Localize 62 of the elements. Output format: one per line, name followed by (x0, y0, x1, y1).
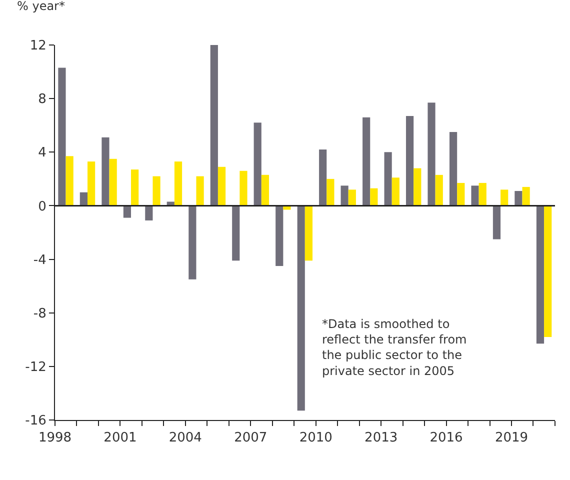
bar (536, 206, 544, 344)
bar (471, 186, 479, 206)
bar (500, 190, 508, 206)
x-tick-label: 1998 (38, 430, 72, 446)
x-tick-label: 2007 (234, 430, 268, 446)
annotation: *Data is smoothed to reflect the transfer from the public sector to the private sector in 2005 (322, 317, 467, 378)
y-tick-label: 12 (30, 38, 46, 54)
bar (522, 186, 530, 206)
bar (109, 158, 117, 206)
x-tick-label: 2010 (299, 430, 332, 446)
bar (449, 132, 458, 206)
bar (240, 170, 248, 206)
bar (384, 152, 392, 206)
bar (174, 162, 182, 206)
bar (544, 206, 552, 337)
bar (414, 168, 422, 206)
y-tick-label: 0 (38, 199, 46, 214)
bar (80, 192, 88, 206)
bar (123, 206, 131, 218)
bar (152, 176, 160, 206)
y-tick-label: -8 (33, 306, 46, 322)
bar (188, 206, 196, 280)
bar (58, 68, 66, 206)
bar (326, 178, 334, 206)
x-tick-label: 2013 (364, 430, 398, 446)
bar (478, 182, 486, 206)
bar (261, 174, 270, 206)
bar (514, 190, 522, 206)
bar (492, 206, 501, 240)
bar (276, 206, 284, 266)
bar (428, 102, 436, 206)
bar (297, 206, 305, 411)
y-tick-label: -4 (33, 252, 46, 268)
bar (218, 166, 226, 206)
y-tick-label: -12 (25, 360, 46, 375)
bar (348, 190, 356, 206)
bar (254, 122, 262, 206)
y-tick-label: 4 (38, 146, 46, 161)
bar (232, 206, 240, 261)
x-tick-label: 2001 (104, 430, 137, 446)
bar (435, 174, 443, 206)
bar (406, 116, 414, 206)
bar (304, 206, 313, 261)
bar (88, 162, 96, 206)
bar (66, 156, 74, 206)
bar (362, 117, 370, 206)
bar (210, 45, 218, 206)
y-axis-title: % year* (17, 0, 65, 13)
x-tick-label: 2019 (494, 430, 528, 446)
x-tick-label: 2016 (430, 430, 463, 446)
bar (102, 137, 110, 206)
y-tick-label: 8 (38, 92, 46, 108)
bar (457, 182, 465, 206)
y-tick-label: -16 (25, 414, 46, 429)
bar (392, 178, 400, 206)
bar (370, 188, 378, 206)
bar (131, 170, 139, 206)
bar (319, 149, 327, 206)
x-tick-label: 2004 (168, 430, 202, 446)
bar (145, 206, 153, 220)
bar (340, 186, 348, 206)
bar (196, 176, 204, 206)
